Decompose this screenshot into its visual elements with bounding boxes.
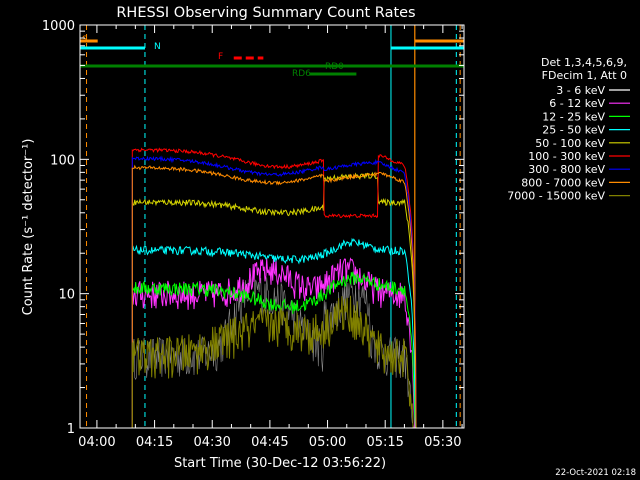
chart-title: RHESSI Observing Summary Count Rates bbox=[116, 5, 415, 21]
x-axis-label: Start Time (30-Dec-12 03:56:22) bbox=[174, 456, 386, 471]
y-tick-label: 100 bbox=[50, 153, 75, 168]
axes: 1 10 100 1000 04:00 04:15 04:30 04:45 05:00 05:15… bbox=[42, 19, 465, 450]
x-tick-label: 05:00 bbox=[309, 435, 346, 450]
series-line-7 bbox=[131, 164, 417, 429]
legend-label: 100 - 300 keV bbox=[528, 150, 605, 163]
x-tick-label: 05:15 bbox=[366, 435, 403, 450]
legend-label: 12 - 25 keV bbox=[542, 110, 605, 123]
series-line-3 bbox=[131, 237, 417, 429]
plot-frame bbox=[79, 24, 465, 429]
legend-label: 300 - 800 keV bbox=[528, 163, 605, 176]
legend-label: 3 - 6 keV bbox=[556, 84, 605, 97]
series-line-8 bbox=[131, 295, 416, 429]
legend-header: FDecim 1, Att 0 bbox=[542, 69, 627, 82]
annotation-n: N bbox=[154, 42, 161, 52]
legend-label: 50 - 100 keV bbox=[535, 137, 605, 150]
timestamp: 22-Oct-2021 02:18 bbox=[555, 468, 636, 478]
y-tick-label: 1000 bbox=[42, 19, 75, 34]
legend-label: 6 - 12 keV bbox=[549, 97, 605, 110]
y-tick-label: 1 bbox=[67, 422, 75, 437]
series-line-5 bbox=[131, 147, 417, 429]
x-tick-label: 04:00 bbox=[78, 435, 115, 450]
x-tick-label: 04:30 bbox=[193, 435, 230, 450]
legend-header: Det 1,3,4,5,6,9, bbox=[541, 56, 627, 69]
y-tick-label: 10 bbox=[58, 288, 75, 303]
annotation-rd0: RD0 bbox=[325, 62, 344, 72]
legend-label: 7000 - 15000 keV bbox=[507, 190, 605, 203]
series-line-2 bbox=[131, 271, 417, 429]
annotation-rd6: RD6 bbox=[292, 69, 311, 79]
series-line-4 bbox=[131, 171, 417, 429]
legend-label: 25 - 50 keV bbox=[542, 124, 605, 137]
legend: Det 1,3,4,5,6,9,FDecim 1, Att 0 3 - 6 keV… bbox=[507, 56, 630, 203]
series-line-0-outline bbox=[132, 273, 416, 429]
series-line-6 bbox=[131, 155, 417, 429]
x-tick-label: 04:45 bbox=[251, 435, 288, 450]
y-axis-label: Count Rate (s⁻¹ detector⁻¹) bbox=[21, 139, 36, 316]
x-tick-label: 05:30 bbox=[424, 435, 461, 450]
plot-area: S N F RD0 RD6 bbox=[80, 25, 464, 429]
legend-label: 800 - 7000 keV bbox=[521, 176, 605, 189]
annotation-f: F bbox=[218, 52, 223, 62]
annotation-s: S bbox=[82, 35, 88, 45]
x-tick-label: 04:15 bbox=[136, 435, 173, 450]
